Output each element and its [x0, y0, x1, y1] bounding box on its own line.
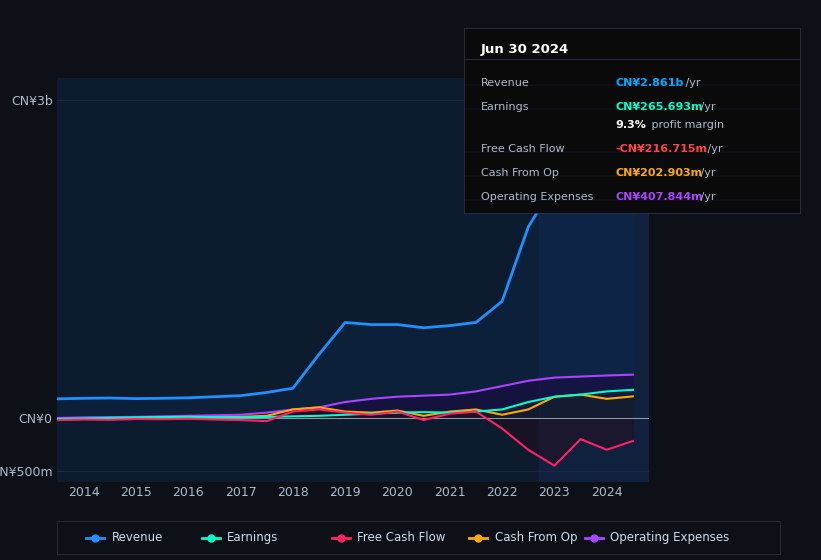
Text: Jun 30 2024: Jun 30 2024 — [481, 43, 569, 56]
Text: CN¥2.861b: CN¥2.861b — [616, 78, 684, 88]
Text: CN¥265.693m: CN¥265.693m — [616, 102, 703, 112]
Text: /yr: /yr — [682, 78, 700, 88]
Text: -CN¥216.715m: -CN¥216.715m — [616, 144, 708, 155]
Text: 9.3%: 9.3% — [616, 120, 646, 130]
Text: Free Cash Flow: Free Cash Flow — [357, 531, 446, 544]
Text: Free Cash Flow: Free Cash Flow — [481, 144, 564, 155]
Text: Earnings: Earnings — [227, 531, 278, 544]
Text: Cash From Op: Cash From Op — [481, 169, 558, 179]
Text: Earnings: Earnings — [481, 102, 530, 112]
Text: /yr: /yr — [697, 102, 715, 112]
Text: Cash From Op: Cash From Op — [494, 531, 577, 544]
Text: CN¥202.903m: CN¥202.903m — [616, 169, 703, 179]
Bar — [539, 78, 649, 482]
Text: Operating Expenses: Operating Expenses — [610, 531, 729, 544]
Text: Revenue: Revenue — [112, 531, 163, 544]
Text: /yr: /yr — [697, 169, 715, 179]
Text: Operating Expenses: Operating Expenses — [481, 193, 593, 203]
Text: profit margin: profit margin — [649, 120, 724, 130]
Text: /yr: /yr — [704, 144, 722, 155]
Text: CN¥407.844m: CN¥407.844m — [616, 193, 703, 203]
Text: /yr: /yr — [697, 193, 715, 203]
Text: Revenue: Revenue — [481, 78, 530, 88]
